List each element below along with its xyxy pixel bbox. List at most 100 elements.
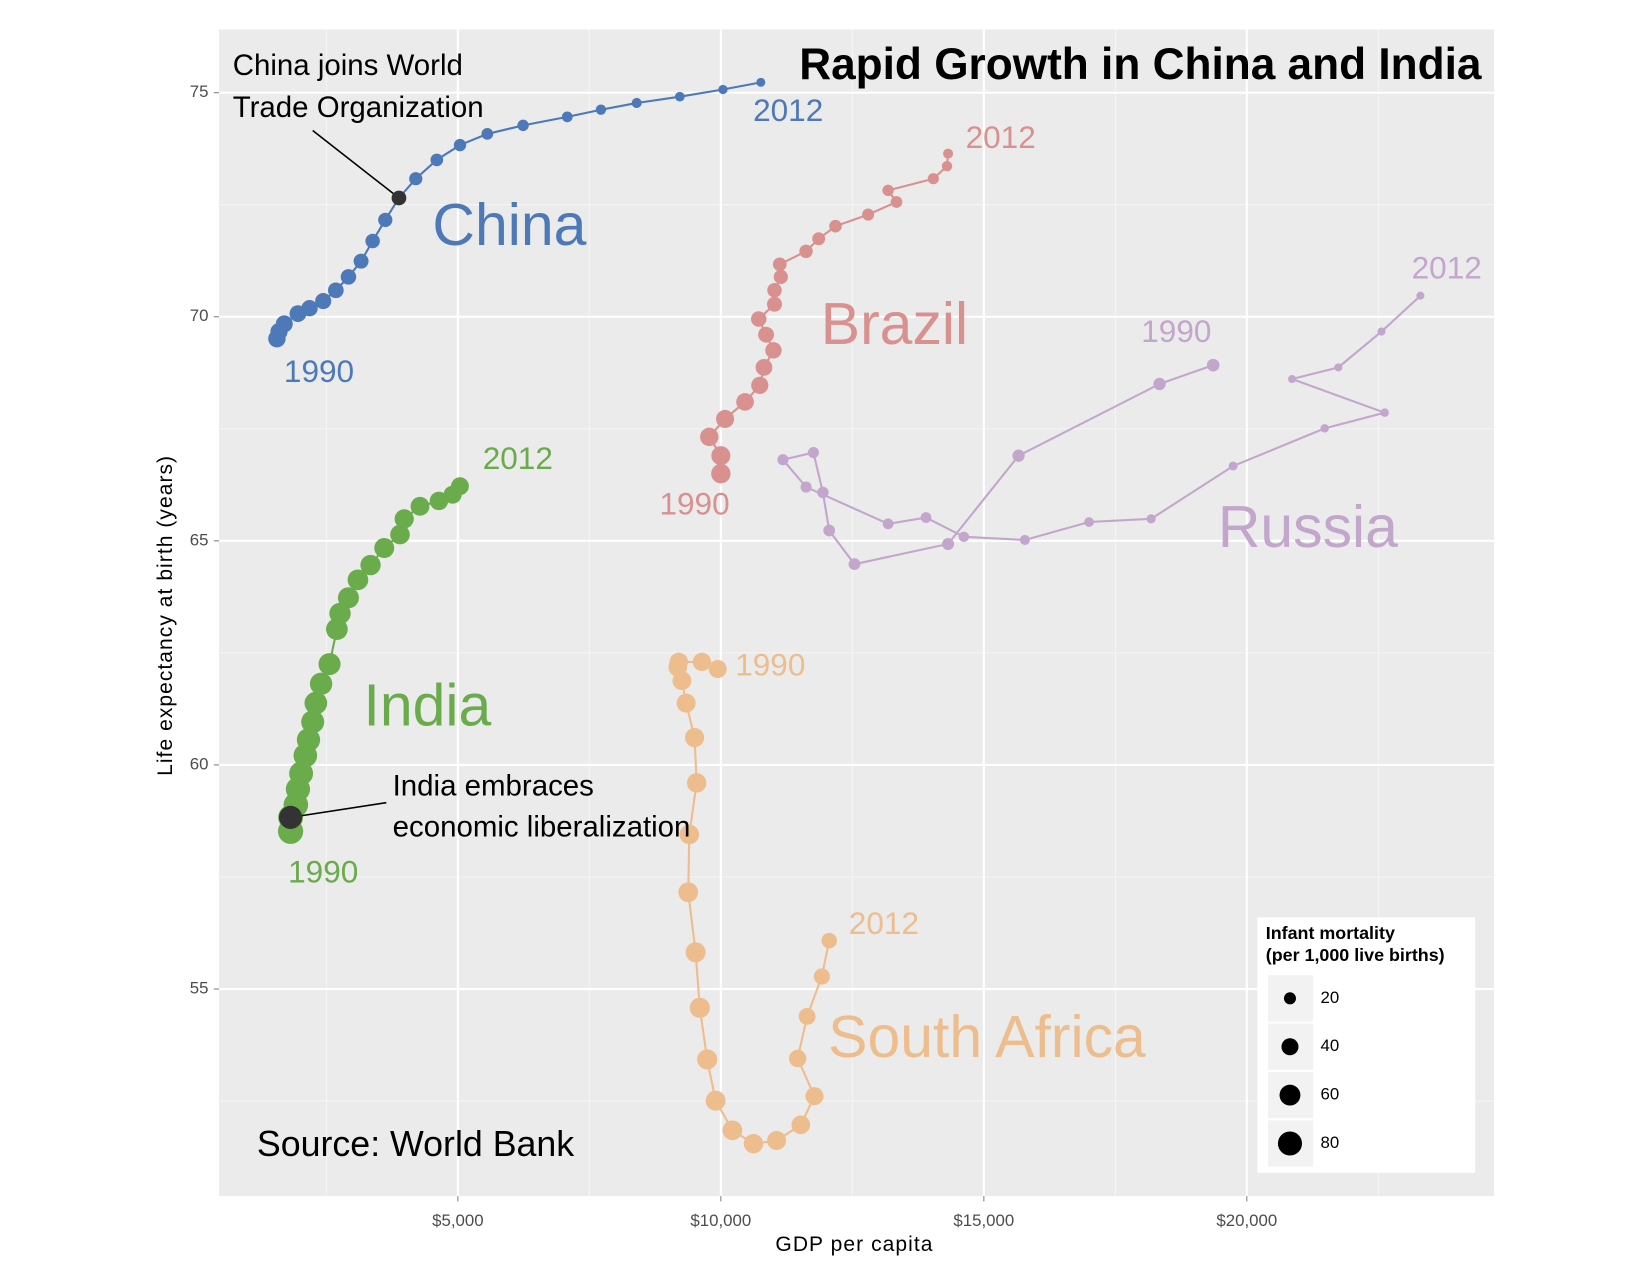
point xyxy=(791,1115,811,1135)
annotation-text: India embraces xyxy=(393,770,594,803)
legend-dot xyxy=(1281,1038,1299,1056)
point xyxy=(390,524,410,545)
point xyxy=(347,569,369,591)
end-label: 2012 xyxy=(483,440,553,476)
point xyxy=(736,393,754,411)
point xyxy=(360,554,381,576)
point xyxy=(805,1087,824,1106)
series-name: Russia xyxy=(1218,495,1398,560)
point xyxy=(772,257,787,272)
x-tick-label: $15,000 xyxy=(953,1211,1014,1230)
point xyxy=(708,659,727,679)
point xyxy=(697,1049,718,1070)
point xyxy=(679,824,700,845)
point xyxy=(788,1049,807,1068)
point xyxy=(340,269,357,285)
point xyxy=(686,773,707,793)
point xyxy=(595,104,607,115)
x-axis-title: GDP per capita xyxy=(775,1233,933,1256)
point xyxy=(309,672,333,696)
point xyxy=(807,446,819,459)
point xyxy=(711,463,731,484)
annotation-leader xyxy=(312,129,400,199)
series-name: India xyxy=(363,674,491,739)
point xyxy=(561,111,573,123)
y-tick-label: 55 xyxy=(190,978,209,997)
point xyxy=(756,77,766,87)
point xyxy=(1320,424,1329,433)
chart-title: Rapid Growth in China and India xyxy=(799,40,1482,89)
point xyxy=(410,496,430,516)
point xyxy=(453,138,467,152)
point xyxy=(817,486,829,499)
point xyxy=(743,1133,764,1154)
point xyxy=(1206,358,1220,372)
legend-dot xyxy=(1283,992,1296,1005)
point xyxy=(672,671,692,691)
point xyxy=(481,128,494,140)
point xyxy=(429,491,449,511)
end-label: 2012 xyxy=(966,119,1036,155)
point xyxy=(374,538,395,559)
point xyxy=(1228,461,1238,471)
y-axis-title: Life expectancy at birth (years) xyxy=(154,455,177,776)
size-legend: Infant mortality(per 1,000 live births) 2… xyxy=(1257,917,1476,1173)
point xyxy=(1012,449,1025,462)
point xyxy=(1146,514,1156,524)
x-tick-label: $10,000 xyxy=(690,1211,751,1230)
point xyxy=(758,326,775,343)
point xyxy=(301,300,318,317)
point xyxy=(718,84,728,95)
point xyxy=(958,531,970,543)
point xyxy=(1334,363,1343,372)
point xyxy=(685,942,706,963)
point xyxy=(798,1007,816,1025)
point xyxy=(765,342,782,359)
point xyxy=(943,148,954,159)
point xyxy=(882,518,894,530)
point xyxy=(353,253,369,269)
point xyxy=(862,208,875,221)
point xyxy=(329,602,351,625)
point xyxy=(773,269,788,284)
point xyxy=(711,446,731,466)
y-tick-label: 70 xyxy=(190,306,209,325)
annotation-point xyxy=(391,190,407,206)
point xyxy=(799,244,813,259)
point xyxy=(430,153,444,167)
series-name: China xyxy=(432,193,586,258)
point xyxy=(890,196,903,208)
point xyxy=(800,481,812,493)
end-label: 2012 xyxy=(753,92,823,128)
point xyxy=(517,119,529,132)
point xyxy=(716,409,735,428)
point xyxy=(689,997,710,1018)
legend-title: (per 1,000 live births) xyxy=(1266,945,1445,965)
legend-label: 80 xyxy=(1320,1133,1339,1152)
point xyxy=(821,932,837,949)
point xyxy=(676,693,696,713)
y-tick-label: 60 xyxy=(190,754,209,773)
point xyxy=(692,652,712,671)
source-note: Source: World Bank xyxy=(257,1124,574,1164)
point xyxy=(1288,375,1297,384)
legend-title: Infant mortality xyxy=(1266,923,1395,943)
y-tick-label: 65 xyxy=(190,530,209,549)
point xyxy=(705,1090,726,1111)
point xyxy=(684,727,705,748)
x-tick-label: $20,000 xyxy=(1216,1211,1277,1230)
point xyxy=(767,283,782,298)
point xyxy=(1377,327,1386,336)
point xyxy=(678,882,699,903)
point xyxy=(315,292,332,310)
legend-dot xyxy=(1279,1084,1301,1106)
point xyxy=(882,184,894,197)
series-name: Brazil xyxy=(821,292,968,357)
point xyxy=(451,477,469,496)
point xyxy=(777,454,789,466)
point xyxy=(1380,408,1389,417)
point xyxy=(941,160,953,172)
point xyxy=(823,524,836,537)
point xyxy=(920,512,932,523)
annotation-point xyxy=(279,805,303,829)
